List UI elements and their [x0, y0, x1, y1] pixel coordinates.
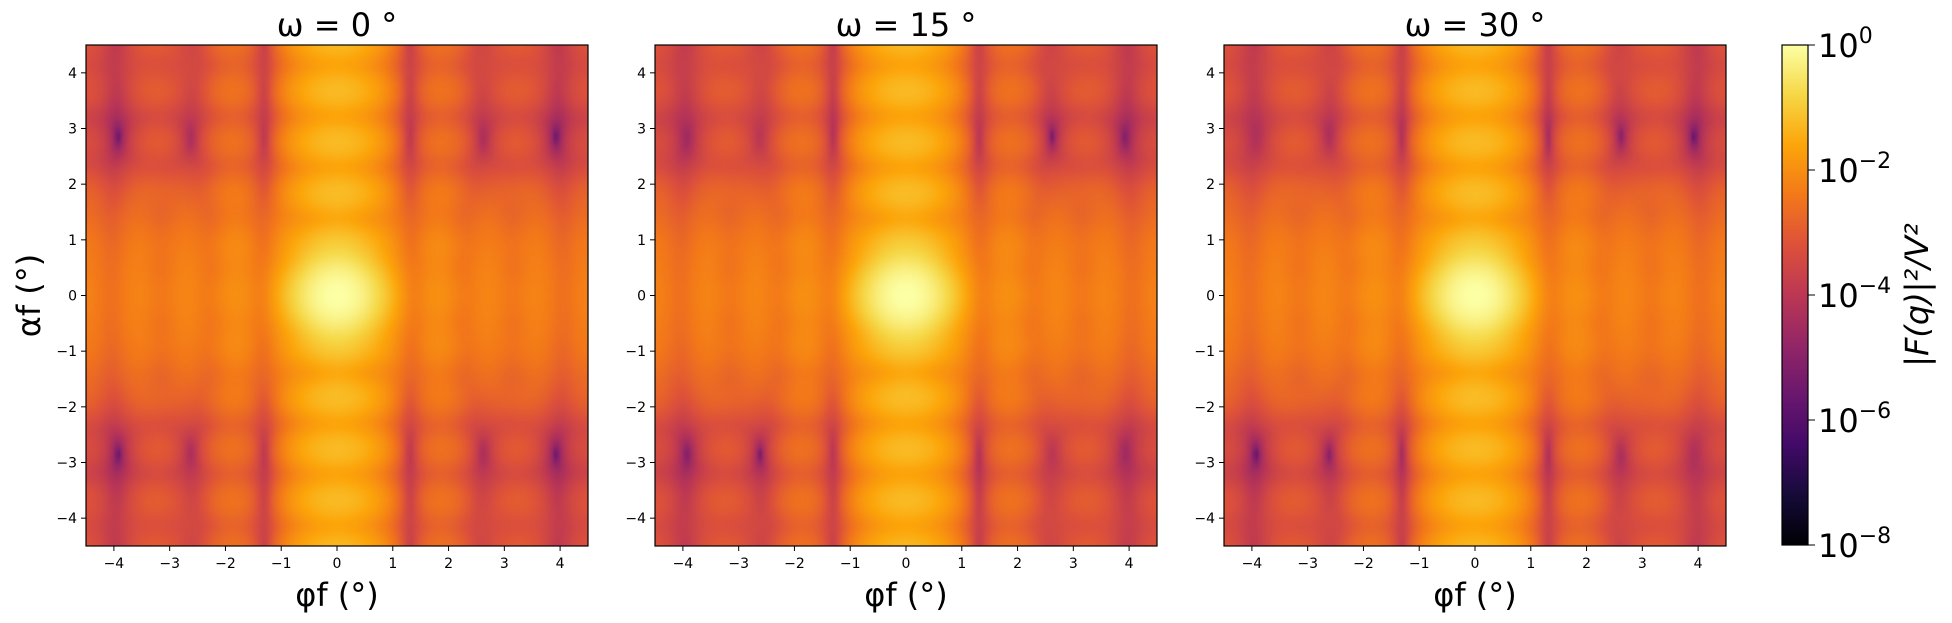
y-tick-label: 3	[68, 122, 77, 138]
panel-0: −4 −3 −2 −1 0 1 2 3 4 −4 −3 −2 −1 0 1 2 3 4 ω = 0 ° φf (°) α…	[10, 6, 589, 614]
x-tick-label: 2	[1582, 556, 1591, 572]
panel-title: ω = 30 °	[1405, 6, 1546, 44]
y-tick-label: 4	[637, 66, 646, 82]
x-tick-label: 3	[1069, 556, 1078, 572]
x-axis-label: φf (°)	[1433, 576, 1517, 614]
y-tick-label: 2	[68, 177, 77, 193]
y-tick-label: 0	[1206, 289, 1215, 305]
y-tick-label: −1	[625, 344, 646, 360]
y-tick-label: −3	[625, 456, 646, 472]
y-axis-label: αf (°)	[10, 254, 48, 338]
x-tick-label: −1	[1409, 556, 1430, 572]
colorbar-label: |F(q)|²/V²	[1898, 223, 1936, 367]
x-tick-label: 4	[1694, 556, 1703, 572]
y-tick-label: 4	[1206, 66, 1215, 82]
x-tick-label: 1	[1526, 556, 1535, 572]
x-tick-label: −2	[215, 556, 236, 572]
colorbar-tick-label: 10−4	[1818, 274, 1891, 315]
x-tick-label: 4	[1125, 556, 1134, 572]
x-tick-label: −2	[1353, 556, 1374, 572]
x-tick-label: −4	[104, 556, 125, 572]
x-tick-label: 1	[388, 556, 397, 572]
x-tick-label: 3	[500, 556, 509, 572]
x-tick-label: 4	[556, 556, 565, 572]
x-tick-label: −3	[728, 556, 749, 572]
y-tick-label: 1	[637, 233, 646, 249]
y-tick-label: −1	[56, 344, 77, 360]
x-axis-label: φf (°)	[295, 576, 379, 614]
x-tick-label: −1	[840, 556, 861, 572]
heatmap-image	[86, 45, 588, 546]
colorbar-tick-label: 10−6	[1818, 399, 1891, 440]
y-tick-label: 0	[637, 289, 646, 305]
panel-title: ω = 15 °	[836, 6, 977, 44]
x-tick-label: 0	[333, 556, 342, 572]
x-tick-label: 0	[902, 556, 911, 572]
y-tick-label: 3	[637, 122, 646, 138]
x-tick-label: 3	[1638, 556, 1647, 572]
y-tick-label: 0	[68, 289, 77, 305]
x-tick-label: 0	[1471, 556, 1480, 572]
x-axis-label: φf (°)	[864, 576, 948, 614]
y-tick-label: −3	[56, 456, 77, 472]
y-tick-label: −4	[56, 511, 77, 527]
x-tick-label: −3	[159, 556, 180, 572]
x-tick-label: −4	[673, 556, 694, 572]
colorbar-tick-label: 10−2	[1818, 149, 1891, 190]
colorbar-gradient	[1782, 45, 1808, 545]
y-tick-label: 4	[68, 66, 77, 82]
x-tick-label: −4	[1242, 556, 1263, 572]
y-tick-label: 2	[637, 177, 646, 193]
x-tick-label: −3	[1297, 556, 1318, 572]
y-tick-label: 2	[1206, 177, 1215, 193]
panel-title: ω = 0 °	[277, 6, 397, 44]
x-tick-label: 1	[957, 556, 966, 572]
y-tick-label: −1	[1194, 344, 1215, 360]
y-tick-label: 1	[68, 233, 77, 249]
colorbar-tick-label: 10−8	[1818, 524, 1891, 565]
panel-1: −4 −3 −2 −1 0 1 2 3 4 −4 −3 −2 −1 0 1 2 3 4 ω = 15 ° φf (°)	[625, 6, 1158, 614]
x-tick-label: −1	[271, 556, 292, 572]
y-tick-label: −2	[56, 400, 77, 416]
heatmap-image	[655, 45, 1157, 546]
panel-2: −4 −3 −2 −1 0 1 2 3 4 −4 −3 −2 −1 0 1 2 3 4 ω = 30 ° φf (°)	[1194, 6, 1727, 614]
x-tick-label: 2	[1013, 556, 1022, 572]
panels: −4 −3 −2 −1 0 1 2 3 4 −4 −3 −2 −1 0 1 2 3 4 ω = 0 ° φf (°) α…	[10, 6, 1727, 614]
y-tick-label: 3	[1206, 122, 1215, 138]
y-tick-label: −2	[1194, 400, 1215, 416]
y-tick-label: 1	[1206, 233, 1215, 249]
x-tick-label: −2	[784, 556, 805, 572]
y-tick-label: −3	[1194, 456, 1215, 472]
colorbar-tick-label: 100	[1818, 24, 1873, 65]
x-tick-label: 2	[444, 556, 453, 572]
y-tick-label: −4	[625, 511, 646, 527]
colorbar: 100 10−2 10−4 10−6 10−8 |F(q)|²/V²	[1781, 24, 1936, 565]
y-tick-label: −2	[625, 400, 646, 416]
y-tick-label: −4	[1194, 511, 1215, 527]
heatmap-image	[1224, 45, 1726, 546]
